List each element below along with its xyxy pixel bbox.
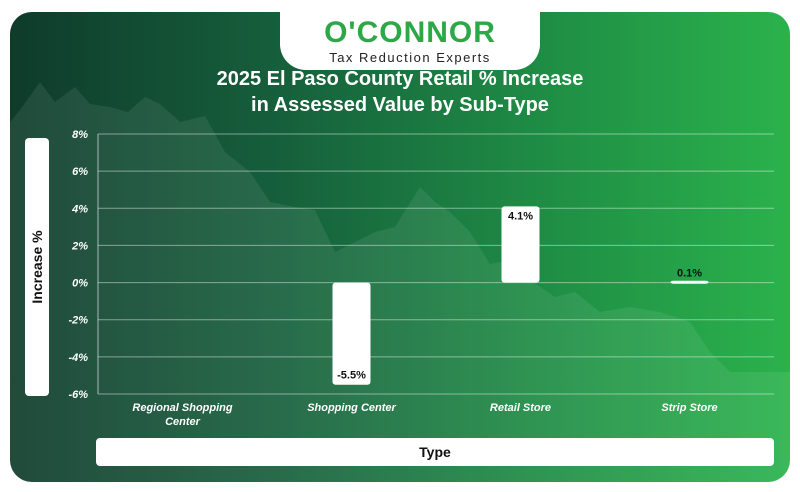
y-tick-label: 6% <box>72 166 88 178</box>
x-tick-label: Strip Store <box>661 402 717 414</box>
bar-shopping-center <box>332 282 371 385</box>
x-axis-label: Type <box>96 438 774 466</box>
bar-strip-store <box>670 280 709 284</box>
chart-title-line-2: in Assessed Value by Sub-Type <box>251 94 549 116</box>
data-label: 0.1% <box>677 268 702 280</box>
y-tick-label: 2% <box>71 240 88 252</box>
chart-card: O'CONNOR Tax Reduction Experts 2025 El P… <box>10 12 790 482</box>
y-tick-label: 4% <box>71 203 88 215</box>
brand-tagline: Tax Reduction Experts <box>329 50 491 65</box>
x-tick-label: Retail Store <box>490 402 551 414</box>
background-mountain-graphic <box>10 82 790 482</box>
y-axis-label-box <box>25 138 49 396</box>
data-label: -5.5% <box>337 370 366 382</box>
x-tick-label: Center <box>165 416 201 428</box>
y-tick-label: -6% <box>68 389 88 401</box>
chart-title-line-1: 2025 El Paso County Retail % Increase <box>216 68 584 90</box>
bar-retail-store <box>501 206 540 283</box>
y-tick-label: 8% <box>72 129 88 141</box>
y-tick-label: 0% <box>72 278 88 290</box>
chart-title: 2025 El Paso County Retail % Increase in… <box>10 66 790 118</box>
logo-banner: O'CONNOR Tax Reduction Experts <box>280 12 540 70</box>
x-tick-label: Shopping Center <box>307 402 396 414</box>
brand-logo: O'CONNOR <box>324 16 496 49</box>
bar-chart: 8% 6% 4% 2% 0% -2% -4% -6% Regional Shopping Cent… <box>68 129 774 428</box>
y-tick-label: -4% <box>68 352 88 364</box>
y-tick-label: -2% <box>68 315 88 327</box>
x-tick-label: Regional Shopping <box>132 402 232 414</box>
data-label: 4.1% <box>508 210 533 222</box>
